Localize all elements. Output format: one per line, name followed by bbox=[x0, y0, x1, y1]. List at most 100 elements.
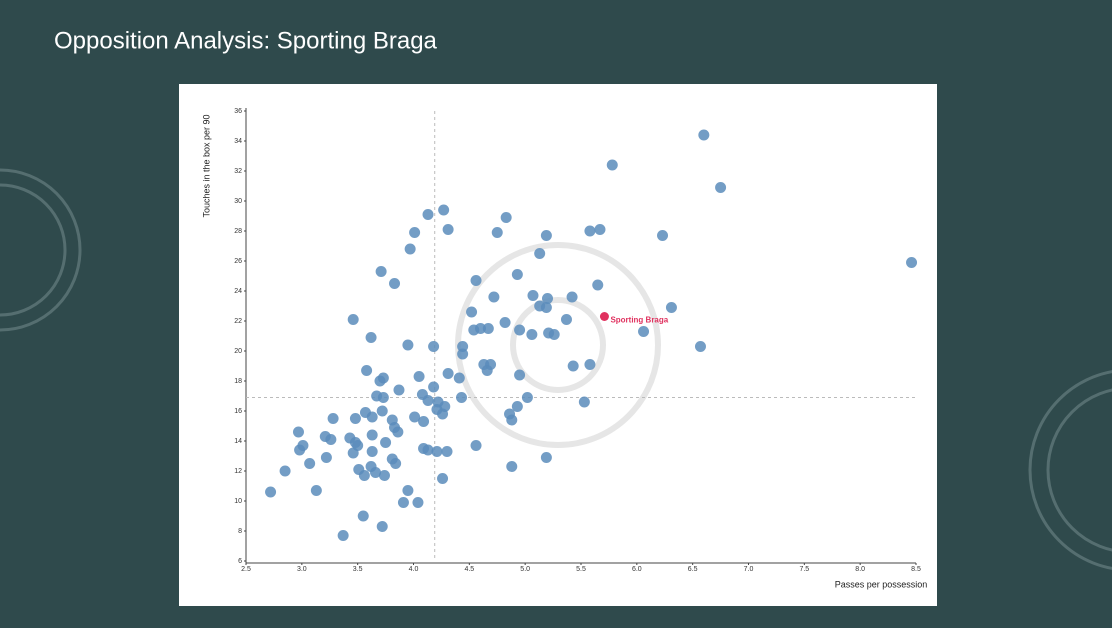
data-point bbox=[327, 413, 339, 424]
y-tick-label: 16 bbox=[234, 408, 242, 415]
data-point bbox=[376, 405, 388, 417]
data-point bbox=[542, 293, 553, 304]
data-point bbox=[442, 368, 454, 379]
data-point bbox=[657, 230, 669, 241]
data-point bbox=[374, 375, 386, 387]
data-point bbox=[526, 329, 538, 340]
data-point bbox=[422, 209, 434, 220]
x-tick-label: 5.0 bbox=[520, 566, 530, 573]
data-point bbox=[475, 323, 486, 334]
data-point bbox=[377, 392, 389, 403]
chart-panel bbox=[179, 84, 937, 606]
y-tick-label: 28 bbox=[234, 228, 242, 235]
data-point bbox=[393, 384, 405, 396]
data-point bbox=[540, 452, 552, 463]
data-point bbox=[534, 248, 546, 259]
highlight-label: Sporting Braga bbox=[610, 316, 668, 325]
x-tick-label: 8.5 bbox=[911, 566, 921, 573]
data-point bbox=[470, 440, 482, 451]
data-point bbox=[361, 365, 373, 376]
data-point bbox=[694, 341, 706, 352]
data-point bbox=[466, 306, 478, 318]
data-point bbox=[357, 510, 369, 522]
data-point bbox=[453, 372, 465, 384]
x-axis-label: Passes per possession bbox=[835, 579, 928, 589]
x-tick-label: 3.5 bbox=[353, 566, 363, 573]
data-point bbox=[457, 348, 469, 360]
data-point bbox=[566, 291, 578, 303]
x-tick-label: 5.5 bbox=[576, 566, 586, 573]
data-point bbox=[665, 302, 677, 313]
x-tick-label: 7.5 bbox=[799, 566, 809, 573]
data-point bbox=[389, 278, 401, 289]
data-point bbox=[698, 129, 710, 141]
data-point bbox=[366, 446, 378, 457]
data-point bbox=[506, 414, 518, 426]
data-point bbox=[392, 426, 404, 438]
watermark bbox=[0, 168, 1112, 570]
data-point bbox=[358, 470, 370, 481]
y-tick-label: 14 bbox=[234, 438, 242, 445]
data-point bbox=[442, 224, 454, 235]
highlight-point bbox=[599, 312, 609, 321]
data-point bbox=[409, 227, 421, 238]
data-point bbox=[378, 470, 390, 481]
data-point bbox=[397, 497, 409, 508]
data-point bbox=[279, 465, 291, 477]
data-point bbox=[366, 411, 378, 423]
data-point bbox=[320, 452, 332, 463]
data-point bbox=[584, 359, 596, 370]
data-point bbox=[441, 446, 453, 457]
data-point bbox=[428, 341, 440, 352]
data-point bbox=[594, 224, 606, 235]
y-tick-label: 34 bbox=[234, 138, 242, 145]
x-tick-label: 2.5 bbox=[241, 566, 251, 573]
data-point bbox=[715, 182, 727, 193]
data-point bbox=[413, 371, 425, 382]
data-point bbox=[437, 408, 449, 420]
data-point bbox=[540, 230, 552, 241]
data-point bbox=[592, 279, 604, 291]
y-axis-label: Touches in the box per 90 bbox=[201, 114, 211, 217]
data-point bbox=[488, 291, 500, 303]
data-point bbox=[404, 243, 416, 255]
data-point bbox=[337, 530, 349, 541]
data-point bbox=[428, 381, 440, 393]
data-point bbox=[366, 429, 378, 441]
data-point bbox=[540, 302, 552, 313]
data-point bbox=[347, 447, 359, 459]
data-point bbox=[265, 486, 277, 498]
data-point bbox=[304, 458, 316, 469]
data-point bbox=[402, 485, 414, 496]
x-tick-label: 4.0 bbox=[409, 566, 419, 573]
data-point bbox=[325, 434, 337, 445]
data-point bbox=[349, 413, 361, 424]
data-point bbox=[365, 332, 377, 343]
data-point bbox=[578, 396, 590, 408]
data-point bbox=[310, 485, 322, 496]
data-point bbox=[500, 212, 512, 223]
x-tick-label: 8.0 bbox=[855, 566, 865, 573]
data-point bbox=[370, 467, 382, 478]
y-tick-label: 20 bbox=[234, 348, 242, 355]
data-point bbox=[422, 444, 434, 456]
x-tick-label: 7.0 bbox=[744, 566, 754, 573]
data-point bbox=[567, 360, 579, 372]
data-point bbox=[638, 326, 650, 337]
data-point bbox=[482, 323, 494, 334]
data-point bbox=[376, 521, 388, 532]
x-tick-label: 4.5 bbox=[464, 566, 474, 573]
data-point bbox=[380, 437, 392, 448]
x-tick-label: 6.0 bbox=[632, 566, 642, 573]
data-point bbox=[438, 204, 450, 216]
y-tick-label: 8 bbox=[238, 528, 242, 535]
data-point bbox=[906, 257, 918, 268]
data-point bbox=[491, 227, 503, 238]
data-point bbox=[418, 416, 430, 427]
data-point bbox=[294, 444, 306, 456]
page-title: Opposition Analysis: Sporting Braga bbox=[54, 27, 438, 54]
data-point bbox=[506, 461, 518, 472]
data-point bbox=[409, 411, 421, 423]
